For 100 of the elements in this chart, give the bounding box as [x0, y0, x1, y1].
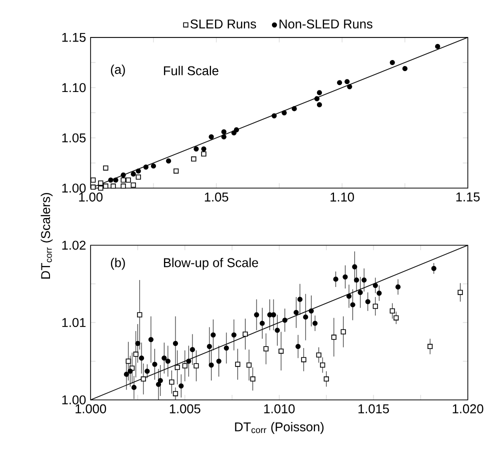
point — [428, 344, 433, 350]
point — [352, 264, 358, 270]
point — [103, 166, 108, 171]
point — [390, 60, 395, 66]
point — [260, 320, 265, 326]
annotation: (b) — [110, 258, 125, 270]
point — [431, 266, 436, 272]
point — [320, 362, 326, 368]
point — [166, 158, 172, 164]
point — [292, 106, 297, 112]
point — [263, 346, 269, 352]
point — [133, 352, 138, 357]
point — [194, 146, 199, 152]
point — [344, 79, 350, 84]
point — [144, 368, 150, 374]
point — [98, 180, 104, 186]
point — [231, 332, 236, 338]
x-tick-label: 1.05 — [204, 192, 228, 202]
point — [113, 178, 118, 183]
point — [158, 378, 163, 384]
point — [201, 146, 206, 152]
point — [90, 178, 96, 183]
point — [242, 332, 248, 337]
point — [314, 96, 320, 102]
point — [358, 290, 363, 296]
point — [254, 312, 260, 318]
x-tick-label: 1.020 — [452, 404, 484, 414]
point — [365, 299, 370, 304]
point — [395, 284, 401, 290]
y-tick-label: 1.00 — [62, 395, 86, 404]
point — [303, 314, 308, 320]
point — [194, 363, 199, 368]
y-tick-label: 1.00 — [62, 184, 86, 193]
point — [128, 368, 133, 374]
y-tick-label: 1.02 — [62, 240, 86, 250]
point — [90, 184, 96, 190]
point — [130, 172, 136, 177]
point — [342, 274, 348, 280]
point — [235, 362, 240, 367]
annotation: (a) — [110, 64, 125, 77]
point — [152, 362, 158, 367]
x-tick-label: 1.000 — [76, 404, 106, 414]
point — [297, 296, 303, 302]
x-tick-label: 1.010 — [264, 404, 295, 414]
point — [135, 340, 140, 346]
point — [108, 178, 114, 183]
point — [148, 337, 154, 342]
point — [216, 358, 222, 364]
point — [174, 364, 180, 370]
point — [130, 182, 136, 188]
point — [372, 304, 378, 309]
point — [346, 294, 352, 299]
point — [272, 113, 277, 118]
point — [126, 178, 131, 183]
point — [120, 184, 126, 189]
annotation: Blow-up of Scale — [164, 258, 258, 270]
point — [169, 380, 174, 385]
y-tick-label: 1.01 — [62, 318, 86, 328]
point — [206, 344, 212, 350]
point — [162, 356, 167, 361]
x-tick-label: 1.005 — [170, 404, 200, 414]
point — [308, 308, 314, 314]
point — [210, 332, 216, 338]
point — [324, 376, 329, 382]
x-tick-label: 1.015 — [358, 404, 389, 414]
point — [435, 44, 440, 50]
point — [362, 278, 367, 283]
point — [282, 318, 288, 323]
point — [278, 348, 284, 354]
point — [312, 320, 318, 326]
point — [316, 90, 322, 96]
point — [138, 356, 144, 361]
y-axis-title: DT$_{corr}$ (Scalers) — [40, 193, 53, 279]
annotation: Full Scale — [164, 66, 218, 76]
point — [354, 278, 360, 283]
point — [282, 110, 287, 116]
point — [295, 344, 301, 350]
point — [316, 102, 322, 108]
point — [221, 129, 226, 134]
x-tick-label: 1.10 — [330, 192, 354, 202]
point — [136, 174, 141, 180]
point — [190, 347, 196, 352]
point — [347, 84, 352, 90]
point — [340, 329, 346, 334]
x-axis-title: DT$_{corr}$ (Poisson) — [235, 422, 324, 434]
legend-label: Non-SLED Runs — [280, 20, 372, 29]
point — [136, 168, 141, 174]
point — [250, 376, 256, 382]
point — [172, 340, 178, 346]
point — [103, 184, 108, 189]
x-tick-label: 1.15 — [456, 192, 480, 202]
point — [150, 164, 156, 169]
point — [126, 358, 131, 364]
point — [458, 290, 463, 296]
y-tick-label: 1.10 — [62, 83, 86, 92]
point — [131, 384, 137, 390]
point — [372, 282, 378, 288]
point — [246, 362, 252, 368]
point — [390, 308, 395, 314]
point — [174, 168, 179, 174]
